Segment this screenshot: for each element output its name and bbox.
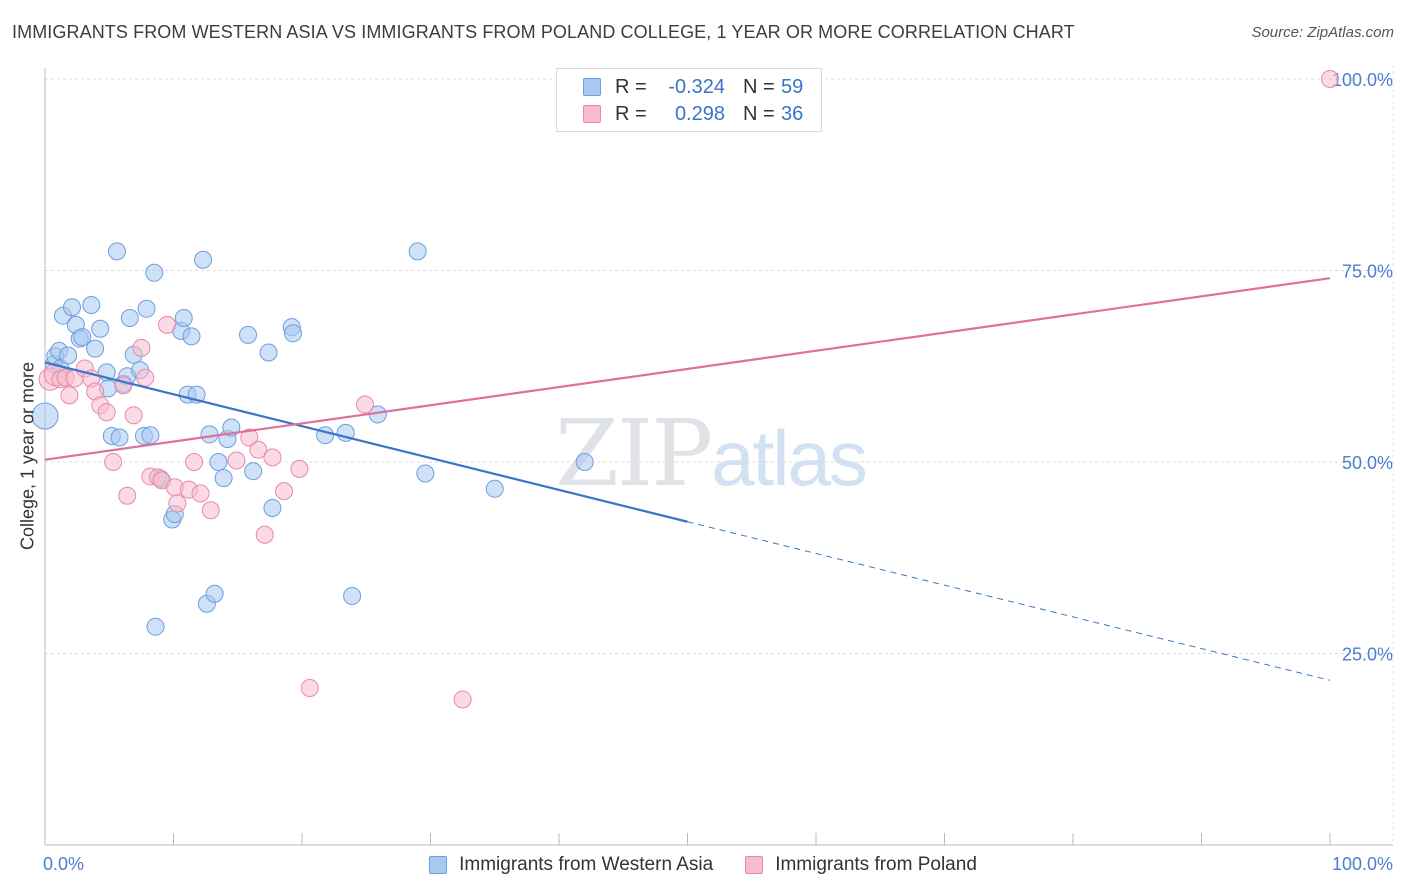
legend-n-value: 36 (781, 102, 804, 125)
chart-title: IMMIGRANTS FROM WESTERN ASIA VS IMMIGRAN… (12, 22, 1075, 42)
x-tick-label: 0.0% (43, 854, 84, 874)
data-point-poland (453, 690, 472, 709)
data-point-western-asia (343, 587, 362, 606)
data-point-western-asia (110, 428, 129, 447)
data-point-western-asia (145, 263, 164, 282)
series-swatch-pink (745, 856, 764, 874)
data-point-western-asia (73, 328, 92, 347)
data-point-western-asia (408, 242, 427, 261)
legend-r-label: R = (615, 102, 647, 125)
legend-r-value: -0.324 (668, 75, 725, 98)
data-point-western-asia (200, 425, 219, 444)
correlation-legend: R = -0.324 N = 59 R = 0.298 N = 36 (556, 68, 822, 132)
trend-line-western-asia (44, 361, 688, 523)
y-tick-label: 100.0% (1332, 70, 1393, 90)
data-point-western-asia (239, 325, 258, 344)
data-point-poland (263, 448, 282, 467)
data-point-western-asia (137, 299, 156, 318)
data-point-western-asia (86, 339, 105, 358)
data-point-western-asia (244, 462, 263, 481)
data-point-western-asia (91, 319, 110, 338)
watermark: ZIPatlas (555, 400, 868, 507)
legend-n-label: N = (743, 75, 775, 98)
data-point-western-asia (107, 242, 126, 261)
trend-line-poland (44, 277, 1331, 461)
data-point-poland (249, 440, 268, 459)
data-point-western-asia (205, 584, 224, 603)
data-point-western-asia (214, 469, 233, 488)
x-tick-label: 100.0% (1332, 854, 1393, 874)
legend-r-value: 0.298 (674, 102, 725, 125)
data-point-western-asia (259, 343, 278, 362)
series-legend: Immigrants from Western Asia Immigrants … (0, 852, 1406, 878)
data-point-poland (255, 525, 274, 544)
data-point-poland (227, 451, 246, 470)
data-point-western-asia (485, 479, 504, 498)
data-point-poland (191, 484, 210, 503)
data-point-poland (124, 406, 143, 425)
data-point-poland (132, 338, 151, 357)
legend-r-label: R = (615, 75, 647, 98)
data-point-poland (158, 315, 177, 334)
data-point-poland (275, 482, 294, 501)
legend-swatch-blue (583, 78, 601, 96)
legend-row-western-asia: R = -0.324 N = 59 (583, 74, 803, 100)
data-point-western-asia (62, 298, 81, 317)
data-point-western-asia (82, 295, 101, 314)
data-point-poland (240, 428, 259, 447)
data-point-poland (168, 494, 187, 513)
series-legend-poland: Immigrants from Poland (745, 854, 977, 876)
data-point-poland (136, 368, 155, 387)
data-point-western-asia (209, 453, 228, 471)
data-point-poland (300, 678, 319, 697)
data-point-poland (185, 453, 204, 471)
data-point-western-asia (316, 426, 335, 445)
trend-line-western-asia-extrapolated (687, 521, 1331, 681)
data-point-poland (97, 403, 116, 422)
data-point-western-asia (416, 464, 435, 483)
data-point-western-asia (182, 327, 201, 346)
data-point-western-asia (284, 324, 303, 343)
legend-n-label: N = (743, 102, 775, 125)
data-point-poland (290, 459, 309, 478)
legend-n-value: 59 (781, 75, 804, 98)
data-point-western-asia (575, 453, 594, 471)
watermark-zip: ZIP (555, 400, 713, 507)
data-point-poland (104, 453, 123, 471)
data-point-poland (118, 486, 137, 505)
y-tick-label: 50.0% (1342, 453, 1393, 473)
data-point-western-asia (31, 402, 59, 430)
data-point-western-asia (146, 617, 165, 636)
source-label: Source: ZipAtlas.com (1251, 24, 1394, 41)
legend-row-poland: R = 0.298 N = 36 (583, 101, 803, 127)
data-point-western-asia (59, 346, 78, 365)
data-point-western-asia (120, 308, 139, 327)
series-swatch-blue (429, 856, 448, 874)
y-axis-label: College, 1 year or more (17, 361, 38, 551)
data-point-poland (60, 386, 79, 405)
y-tick-label: 25.0% (1342, 645, 1393, 665)
data-point-poland (355, 395, 374, 414)
y-tick-label: 75.0% (1342, 262, 1393, 282)
data-point-poland (1321, 70, 1339, 88)
data-point-western-asia (174, 308, 193, 327)
data-point-western-asia (141, 426, 160, 445)
data-point-western-asia (263, 498, 282, 517)
watermark-atlas: atlas (711, 414, 868, 502)
legend-swatch-pink (583, 105, 601, 123)
series-label-western-asia: Immigrants from Western Asia (459, 854, 714, 875)
series-legend-western-asia: Immigrants from Western Asia (429, 854, 713, 876)
series-label-poland: Immigrants from Poland (775, 854, 977, 875)
data-point-poland (201, 501, 220, 520)
data-point-western-asia (194, 250, 213, 269)
